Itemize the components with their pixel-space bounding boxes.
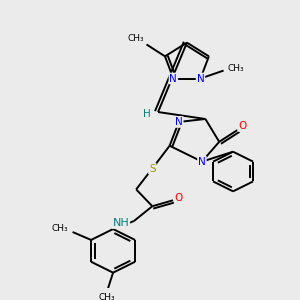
Text: N: N bbox=[198, 157, 206, 166]
Text: N: N bbox=[175, 117, 183, 127]
Text: S: S bbox=[149, 164, 156, 174]
Text: N: N bbox=[169, 74, 177, 83]
Text: CH₃: CH₃ bbox=[99, 293, 116, 300]
Text: CH₃: CH₃ bbox=[51, 224, 68, 232]
Text: O: O bbox=[175, 193, 183, 203]
Text: NH: NH bbox=[112, 218, 129, 228]
Text: CH₃: CH₃ bbox=[227, 64, 244, 73]
Text: H: H bbox=[143, 109, 150, 119]
Text: N: N bbox=[196, 74, 204, 83]
Text: O: O bbox=[238, 121, 246, 131]
Text: CH₃: CH₃ bbox=[128, 34, 144, 43]
